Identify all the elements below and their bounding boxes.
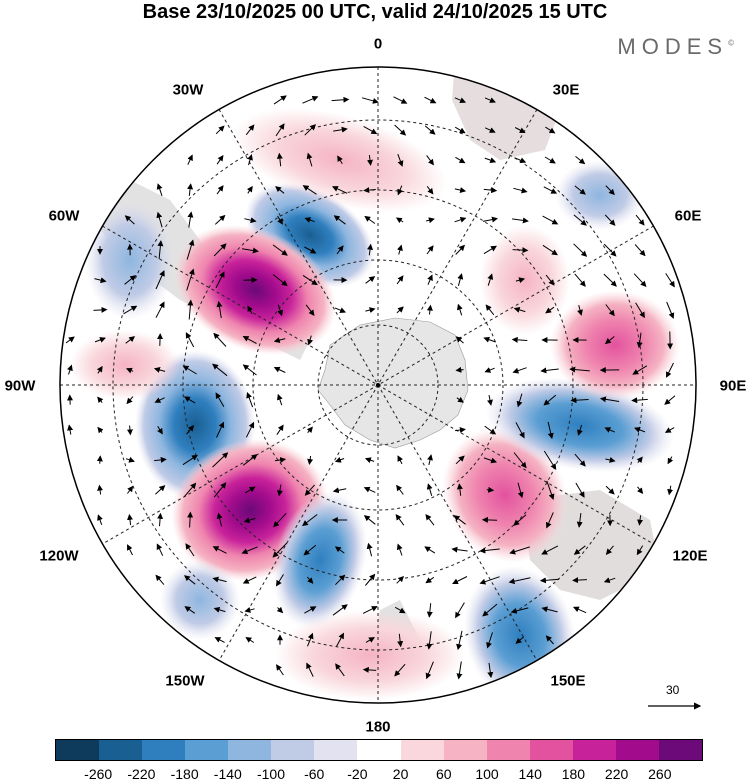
colorbar-segment	[271, 740, 314, 760]
colorbar-segment	[487, 740, 530, 760]
colorbar-tick-label: 60	[436, 766, 452, 782]
colorbar-segment	[616, 740, 659, 760]
lon-label-0: 0	[374, 36, 382, 53]
lon-label-90w: 90W	[5, 378, 36, 395]
colorbar-tick-label: 140	[519, 766, 542, 782]
colorbar-tick-label: 260	[648, 766, 671, 782]
anomaly-positive-south	[275, 610, 465, 700]
colorbar-tick-label: 180	[562, 766, 585, 782]
map-disc	[40, 50, 720, 730]
reference-vector-label: 30	[666, 683, 679, 697]
lon-label-150w: 150W	[165, 673, 204, 690]
colorbar-tick-label: 220	[605, 766, 628, 782]
lon-label-90e: 90E	[720, 378, 747, 395]
colorbar-tick-label: -140	[214, 766, 242, 782]
colorbar-labels: -260 -220 -180 -140 -100 -60 -20 20 60 100 140 180 2…	[0, 766, 750, 784]
colorbar-segment	[99, 740, 142, 760]
colorbar-segment	[56, 740, 99, 760]
colorbar-segment	[142, 740, 185, 760]
colorbar-segment	[314, 740, 357, 760]
colorbar-segment	[573, 740, 616, 760]
colorbar-tick-label: -260	[84, 766, 112, 782]
colorbar-tick-label: -60	[304, 766, 324, 782]
wind-vector	[483, 520, 497, 521]
lon-label-120w: 120W	[39, 548, 78, 565]
colorbar	[55, 739, 703, 761]
colorbar-tick-label: 20	[393, 766, 409, 782]
lon-label-30w: 30W	[173, 82, 204, 99]
lon-label-30e: 30E	[553, 82, 580, 99]
lon-label-120e: 120E	[672, 548, 707, 565]
anomaly-positive-west-pacific	[70, 330, 180, 400]
lon-label-60w: 60W	[49, 208, 80, 225]
colorbar-segment	[228, 740, 271, 760]
anomaly-negative-east-atlantic	[555, 160, 645, 230]
lon-label-150e: 150E	[550, 673, 585, 690]
colorbar-tick-label: -20	[347, 766, 367, 782]
south-pole-marker	[376, 383, 380, 387]
colorbar-tick-label: -180	[171, 766, 199, 782]
anomaly-positive-cell-southwest-indian	[480, 225, 570, 335]
colorbar-tick-label: 100	[475, 766, 498, 782]
colorbar-segment	[530, 740, 573, 760]
anomaly-positive-cell-australia	[550, 290, 680, 400]
lon-label-180: 180	[365, 719, 390, 736]
colorbar-segment	[357, 740, 400, 760]
colorbar-tick-label: -100	[257, 766, 285, 782]
colorbar-segment	[444, 740, 487, 760]
colorbar-segment	[659, 740, 702, 760]
colorbar-tick-label: -220	[127, 766, 155, 782]
lon-label-60e: 60E	[675, 208, 702, 225]
colorbar-segment	[185, 740, 228, 760]
wind-vector	[100, 456, 101, 463]
colorbar-segment	[401, 740, 444, 760]
